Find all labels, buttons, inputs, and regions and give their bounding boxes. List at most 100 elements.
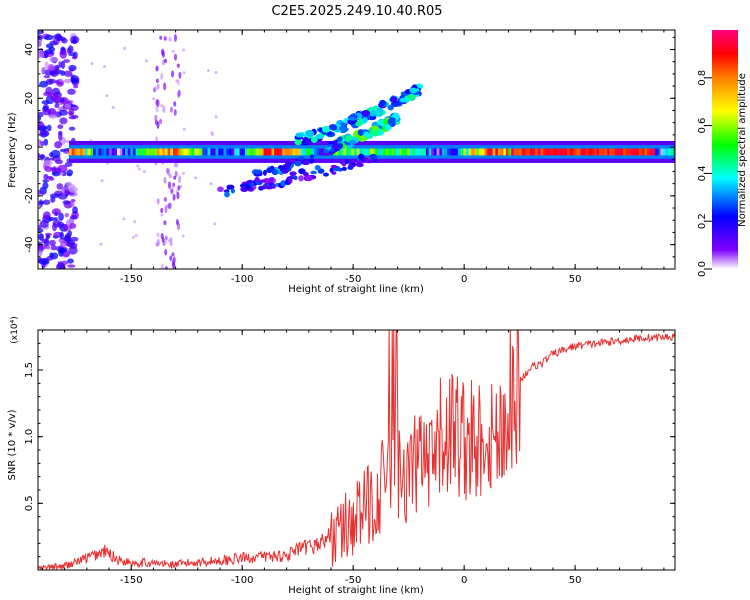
carrier-cell xyxy=(394,148,398,156)
carrier-cell xyxy=(503,148,507,156)
carrier-cell xyxy=(258,148,262,156)
x-tick-label: 0 xyxy=(461,274,467,285)
noise-blob xyxy=(70,74,75,79)
carrier-cell xyxy=(386,148,390,156)
carrier-cell xyxy=(148,148,152,156)
branch-blob xyxy=(302,136,309,143)
carrier-cell xyxy=(178,148,182,156)
carrier-cell xyxy=(290,148,294,156)
noise-blob xyxy=(182,171,186,175)
noise-blob xyxy=(68,126,76,131)
carrier-cell xyxy=(90,148,94,156)
noise-blob xyxy=(38,233,44,241)
carrier-cell xyxy=(604,148,608,156)
carrier-cell xyxy=(109,148,113,156)
noise-blob xyxy=(133,220,137,224)
noise-blob xyxy=(160,263,164,269)
branch-blob xyxy=(337,136,343,142)
carrier-cell xyxy=(266,148,270,156)
carrier-cell xyxy=(186,148,190,156)
carrier-cell xyxy=(292,148,296,156)
branch-blob xyxy=(371,125,379,131)
carrier-cell xyxy=(375,148,379,156)
noise-blob xyxy=(73,84,79,89)
carrier-cell xyxy=(210,148,214,156)
noise-blob xyxy=(60,240,68,247)
noise-blob xyxy=(59,231,64,240)
carrier-cell xyxy=(125,148,129,156)
carrier-cell xyxy=(218,148,222,156)
carrier-cell xyxy=(463,148,467,156)
noise-blob xyxy=(69,67,75,72)
noise-blob xyxy=(164,248,168,256)
branch-blob xyxy=(359,157,367,161)
carrier-cell xyxy=(378,148,382,156)
carrier-cell xyxy=(82,148,86,156)
carrier-cell xyxy=(433,148,437,156)
x-tick-label: -100 xyxy=(231,575,254,586)
carrier-cell xyxy=(673,148,675,156)
noise-blob xyxy=(179,184,183,188)
snr-ylabel: SNR (10 * v/v) xyxy=(7,409,18,480)
y-tick-label: -40 xyxy=(24,236,35,252)
carrier-cell xyxy=(356,148,360,156)
branch-blob xyxy=(249,182,254,187)
carrier-cell xyxy=(439,148,443,156)
noise-blob xyxy=(38,244,47,250)
colorbar-label: Normalized spectral amplitude xyxy=(737,73,748,227)
carrier-cell xyxy=(593,148,597,156)
carrier-cell xyxy=(423,148,427,156)
carrier-cell xyxy=(404,148,408,156)
noise-blob xyxy=(41,100,50,105)
noise-blob xyxy=(63,59,70,63)
carrier-cell xyxy=(497,148,501,156)
carrier-cell xyxy=(535,148,539,156)
carrier-cell xyxy=(460,148,464,156)
carrier-cell xyxy=(348,148,352,156)
carrier-cell xyxy=(641,148,645,156)
carrier-cell xyxy=(484,148,488,156)
branch-blob xyxy=(305,130,315,138)
branch-blob xyxy=(330,164,338,169)
carrier-cell xyxy=(196,148,200,156)
carrier-cell xyxy=(77,148,81,156)
carrier-cell xyxy=(87,148,91,156)
y-tick-label: 1.0 xyxy=(24,429,35,445)
noise-blob xyxy=(53,68,62,75)
carrier-cell xyxy=(652,148,656,156)
noise-blob xyxy=(39,80,49,88)
noise-blob xyxy=(38,250,43,256)
noise-blob xyxy=(171,252,175,257)
carrier-cell xyxy=(623,148,627,156)
noise-blob xyxy=(209,182,213,186)
noise-blob xyxy=(58,249,64,257)
noise-blob xyxy=(68,116,77,120)
carrier-cell xyxy=(588,148,592,156)
branch-blob xyxy=(308,158,315,164)
carrier-cell xyxy=(335,148,339,156)
noise-blob xyxy=(41,238,48,244)
noise-blob xyxy=(43,173,49,180)
carrier-cell xyxy=(577,148,581,156)
snr-ticks: -150 -100 -50 0 50 0.5 1.0 1.5 xyxy=(24,330,675,586)
carrier-cell xyxy=(617,148,621,156)
carrier-cell xyxy=(239,148,243,156)
noise-blob xyxy=(46,124,52,132)
x-tick-label: -100 xyxy=(231,274,254,285)
carrier-cell xyxy=(274,148,278,156)
noise-blob xyxy=(164,205,168,214)
carrier-cell xyxy=(242,148,246,156)
noise-blob xyxy=(67,264,76,268)
carrier-cell xyxy=(362,148,366,156)
carrier-cell xyxy=(388,148,392,156)
noise-blob xyxy=(155,65,159,72)
carrier-cell xyxy=(596,148,600,156)
carrier-cell xyxy=(346,148,350,156)
carrier-cell xyxy=(140,148,144,156)
noise-blob xyxy=(155,78,159,84)
carrier-cell xyxy=(567,148,571,156)
spectrogram-ticks: -150 -100 -50 0 50 -40 -20 0 20 40 xyxy=(24,30,675,285)
noise-blob xyxy=(153,86,157,92)
carrier-cell xyxy=(370,148,374,156)
colorbar-tick-label: 0.8 xyxy=(697,70,708,86)
